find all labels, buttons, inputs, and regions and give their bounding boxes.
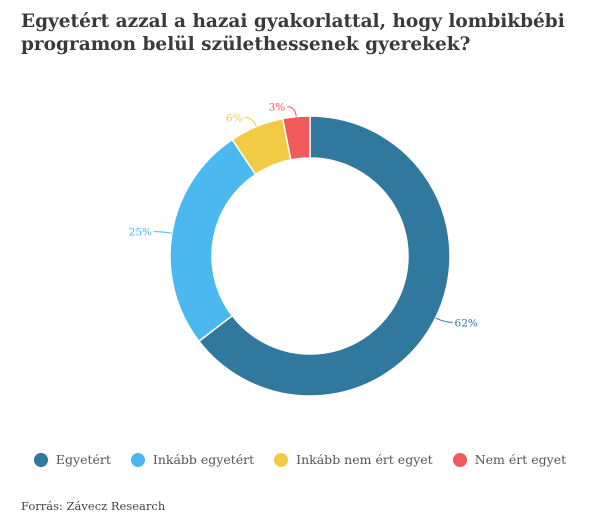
- donut-chart: 62% 25% 6% 3%: [129, 102, 478, 397]
- source-note: Forrás: Závecz Research: [21, 499, 166, 513]
- legend-swatch: [452, 452, 467, 467]
- legend-item-inkabb-egyetert[interactable]: Inkább egyetért: [130, 452, 255, 467]
- data-label-inkabb-egyetert: 25%: [129, 227, 152, 239]
- legend: Egyetért Inkább egyetért Inkább nem ért …: [0, 452, 600, 467]
- legend-swatch: [274, 452, 289, 467]
- leader-line-egyetert: [435, 317, 453, 323]
- legend-item-nem-ert-egyet[interactable]: Nem ért egyet: [452, 452, 567, 467]
- data-label-nem-ert-egyet: 3%: [269, 102, 286, 114]
- legend-swatch: [130, 452, 145, 467]
- legend-label: Egyetért: [55, 452, 111, 467]
- legend-label: Inkább nem ért egyet: [296, 452, 433, 467]
- leader-line-inkabb-egyetert: [154, 231, 172, 234]
- leader-line-nem-ert-egyet: [287, 106, 297, 117]
- data-label-egyetert: 62%: [455, 317, 478, 329]
- legend-item-inkabb-nem-ert-egyet[interactable]: Inkább nem ért egyet: [274, 452, 433, 467]
- leader-line-inkabb-nem-ert-egyet: [244, 116, 257, 127]
- slice-inkabb-egyetert[interactable]: [169, 138, 257, 343]
- legend-item-egyetert[interactable]: Egyetért: [33, 452, 111, 467]
- legend-label: Nem ért egyet: [474, 452, 567, 467]
- slice-egyetert[interactable]: [197, 115, 451, 397]
- legend-label: Inkább egyetért: [152, 452, 255, 467]
- data-label-inkabb-nem-ert-egyet: 6%: [226, 112, 243, 124]
- legend-swatch: [33, 452, 48, 467]
- slice-nem-ert-egyet[interactable]: [281, 115, 311, 161]
- chart-title: Egyetért azzal a hazai gyakorlattal, hog…: [21, 11, 565, 55]
